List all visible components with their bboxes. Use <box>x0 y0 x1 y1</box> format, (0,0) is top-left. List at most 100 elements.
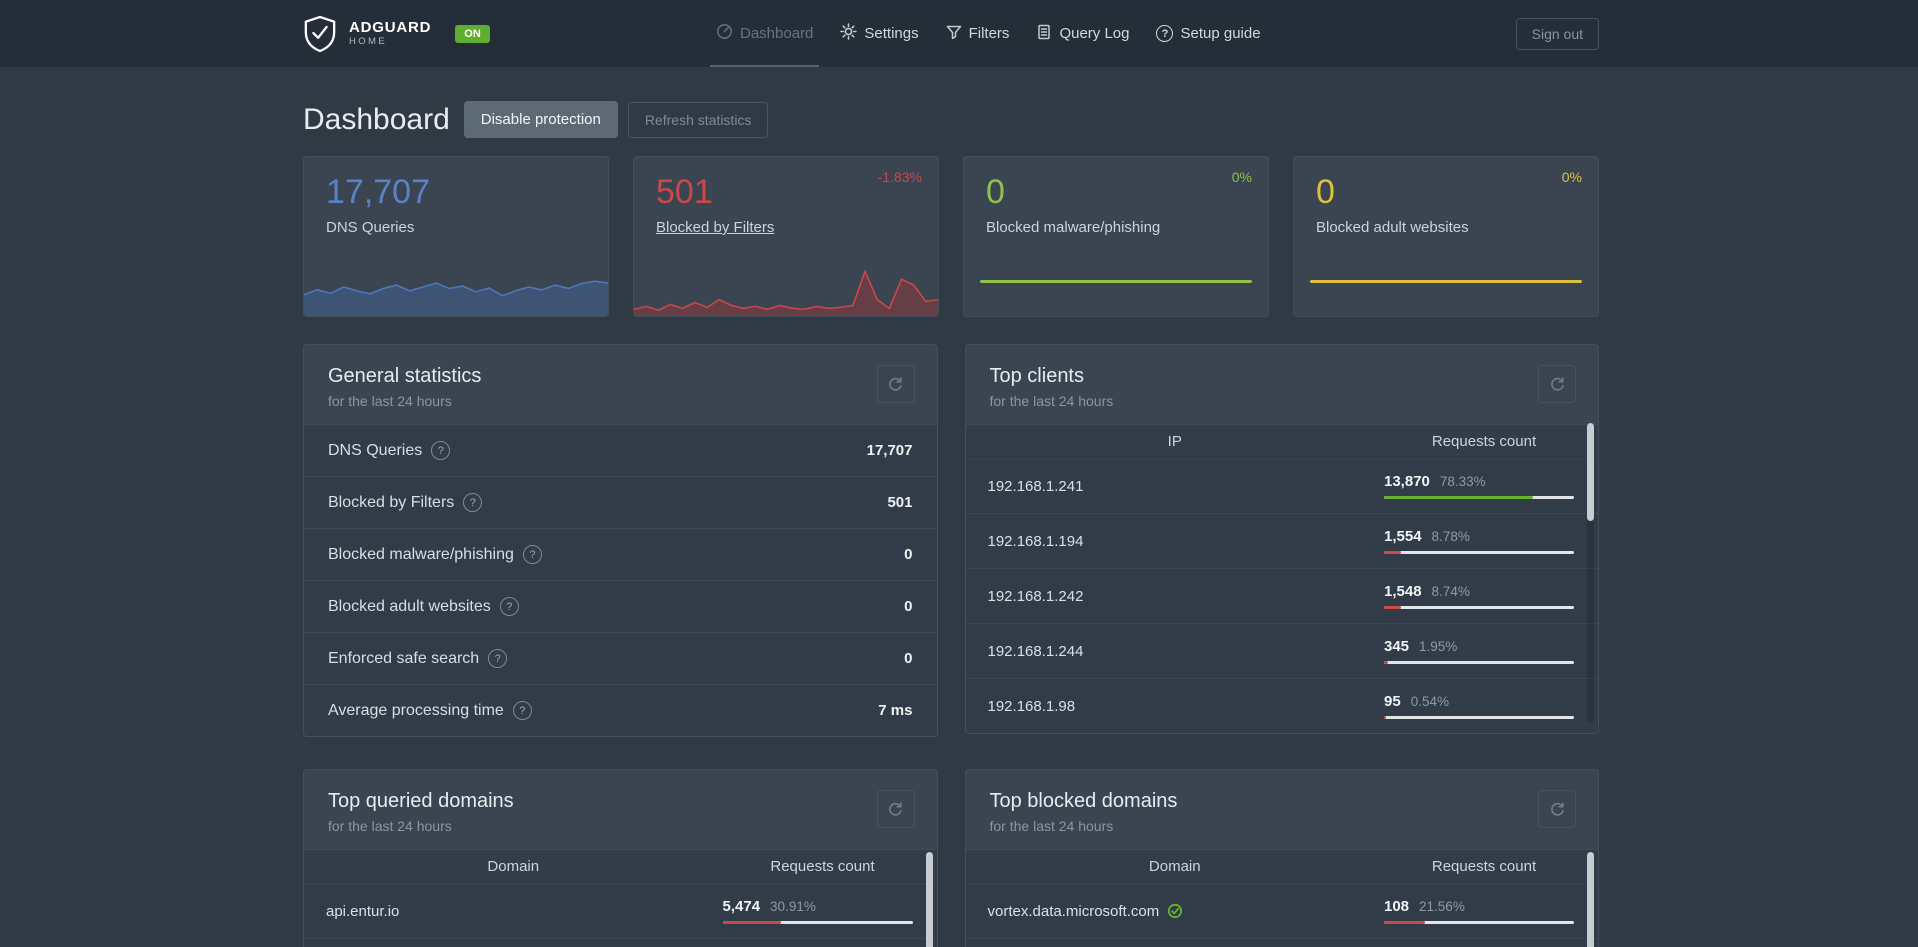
help-icon[interactable] <box>488 649 508 668</box>
stat-label: DNS Queries <box>328 441 451 460</box>
card-label-link[interactable]: Blocked adult websites <box>1316 219 1469 236</box>
scrollbar-thumb[interactable] <box>925 852 933 947</box>
stat-row: Blocked malware/phishing 0 <box>304 528 937 580</box>
stat-value: 7 ms <box>878 702 913 719</box>
refresh-panel-button[interactable] <box>876 790 915 828</box>
requests-cell: 108 21.56% <box>1384 898 1574 924</box>
stat-value: 0 <box>904 598 913 615</box>
protection-status-badge: ON <box>455 24 490 43</box>
requests-count: 5,474 <box>722 898 761 915</box>
card-value: 17,707 <box>326 173 430 211</box>
scrollbar-thumb[interactable] <box>1587 423 1594 521</box>
change-badge: 0% <box>1231 169 1252 185</box>
requests-count: 13,870 <box>1384 473 1430 490</box>
tracker-icon[interactable] <box>1167 903 1183 919</box>
requests-percent: 8.74% <box>1431 584 1470 599</box>
requests-percent: 8.78% <box>1431 529 1470 544</box>
top-clients-panel: Top clients for the last 24 hours IP Req… <box>964 344 1599 734</box>
help-icon[interactable] <box>463 493 483 512</box>
refresh-statistics-button[interactable]: Refresh statistics <box>627 101 769 138</box>
table-row[interactable]: 192.168.1.194 1,554 8.78% <box>965 513 1598 568</box>
client-ip[interactable]: 192.168.1.194 <box>987 532 1084 550</box>
table-row[interactable]: 192.168.1.244 345 1.95% <box>965 623 1598 678</box>
requests-bar <box>1384 661 1574 664</box>
change-badge: -1.83% <box>877 169 922 185</box>
help-icon[interactable] <box>499 597 519 616</box>
refresh-panel-button[interactable] <box>1538 790 1576 828</box>
table-row <box>965 938 1598 947</box>
nav-item-label: Dashboard <box>740 25 814 42</box>
help-icon[interactable] <box>522 545 542 564</box>
table-row <box>304 938 937 947</box>
change-badge: 0% <box>1561 169 1582 185</box>
requests-percent: 21.56% <box>1419 899 1465 914</box>
domain-name[interactable]: api.entur.io <box>326 902 400 920</box>
scrollbar-track[interactable] <box>925 852 933 947</box>
requests-cell: 95 0.54% <box>1384 693 1574 719</box>
sign-out-button[interactable]: Sign out <box>1515 17 1599 50</box>
brand-text: ADGUARD HOME <box>349 20 431 47</box>
nav-item-setup-guide[interactable]: Setup guide <box>1156 0 1261 67</box>
panel-subtitle: for the last 24 hours <box>989 393 1114 409</box>
stat-value: 0 <box>904 650 913 667</box>
requests-bar <box>1384 496 1574 499</box>
refresh-panel-button[interactable] <box>876 365 915 403</box>
client-ip[interactable]: 192.168.1.98 <box>987 697 1076 715</box>
stat-row: Average processing time 7 ms <box>304 684 937 736</box>
disable-protection-button[interactable]: Disable protection <box>463 101 618 138</box>
table-row[interactable]: vortex.data.microsoft.com 108 21.56% <box>965 883 1598 938</box>
brand: ADGUARD HOME ON <box>303 15 490 53</box>
requests-percent: 30.91% <box>770 899 816 914</box>
stat-value: 501 <box>887 494 913 511</box>
panel-subtitle: for the last 24 hours <box>328 393 452 409</box>
card-label-link[interactable]: Blocked by Filters <box>656 219 775 236</box>
help-icon[interactable] <box>431 441 451 460</box>
requests-count: 95 <box>1384 693 1401 710</box>
nav-menu: Dashboard Settings Filters <box>709 0 1261 67</box>
column-header-domain: Domain <box>487 857 540 875</box>
title-row: Dashboard Disable protection Refresh sta… <box>303 101 1599 138</box>
panel-row-1: General statistics for the last 24 hours… <box>303 344 1599 737</box>
stat-value: 17,707 <box>866 442 913 459</box>
table-header: Domain Requests count <box>965 849 1598 883</box>
client-ip[interactable]: 192.168.1.241 <box>987 477 1084 495</box>
refresh-panel-button[interactable] <box>1538 365 1576 403</box>
column-header-requests: Requests count <box>1431 432 1537 450</box>
nav-item-label: Query Log <box>1059 25 1130 42</box>
requests-count: 1,554 <box>1384 528 1422 545</box>
brand-subtitle: HOME <box>349 35 388 47</box>
scrollbar-track[interactable] <box>1587 423 1594 723</box>
panel-title: General statistics <box>328 365 482 387</box>
top-blocked-domains-panel: Top blocked domains for the last 24 hour… <box>964 769 1599 947</box>
card-label-link[interactable]: DNS Queries <box>326 219 415 236</box>
nav-item-label: Filters <box>968 25 1010 42</box>
nav-item-dashboard[interactable]: Dashboard <box>709 0 820 67</box>
table-row[interactable]: 192.168.1.242 1,548 8.74% <box>965 568 1598 623</box>
funnel-icon <box>946 24 962 44</box>
requests-bar <box>1384 606 1574 609</box>
brand-name: ADGUARD <box>349 19 432 37</box>
stat-card-blocked-adult: 0% 0 Blocked adult websites <box>1293 156 1599 317</box>
stat-label: Blocked by Filters <box>328 493 483 512</box>
domain-cell: vortex.data.microsoft.com <box>988 903 1385 920</box>
scrollbar-thumb[interactable] <box>1587 852 1594 947</box>
requests-cell: 1,548 8.74% <box>1384 583 1574 609</box>
table-header: IP Requests count <box>965 424 1598 458</box>
table-row[interactable]: 192.168.1.241 13,870 78.33% <box>965 458 1598 513</box>
panel-header: Top clients for the last 24 hours <box>966 345 1599 424</box>
nav-item-filters[interactable]: Filters <box>946 0 1010 67</box>
nav-item-query-log[interactable]: Query Log <box>1036 0 1129 67</box>
gear-icon <box>840 23 858 44</box>
panel-header: General statistics for the last 24 hours <box>304 345 937 424</box>
help-icon[interactable] <box>512 701 532 720</box>
domain-name[interactable]: vortex.data.microsoft.com <box>987 902 1160 920</box>
table-row[interactable]: api.entur.io 5,474 30.91% <box>304 883 937 938</box>
scrollbar-track[interactable] <box>1587 852 1594 947</box>
nav-item-settings[interactable]: Settings <box>840 0 919 67</box>
table-row[interactable]: 192.168.1.98 95 0.54% <box>965 678 1598 733</box>
client-ip[interactable]: 192.168.1.244 <box>987 642 1084 660</box>
panel-title: Top blocked domains <box>989 790 1178 812</box>
client-ip[interactable]: 192.168.1.242 <box>987 587 1084 605</box>
requests-count: 1,548 <box>1384 583 1422 600</box>
card-label-link[interactable]: Blocked malware/phishing <box>986 219 1161 236</box>
